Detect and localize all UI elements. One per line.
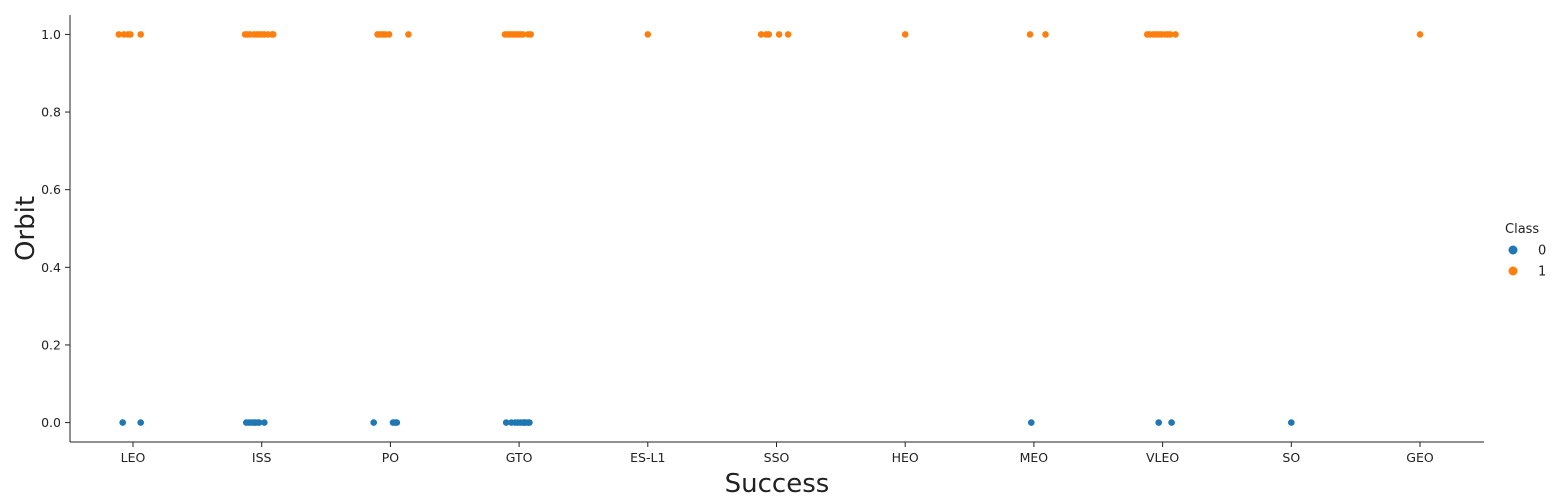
y-tick-label: 0.4 (41, 260, 61, 275)
legend-marker-0 (1508, 245, 1518, 255)
y-tick-label: 0.8 (41, 105, 61, 120)
x-tick-label-heo: HEO (892, 450, 919, 465)
legend-label-0: 0 (1538, 244, 1546, 259)
data-point-class-1 (137, 31, 144, 38)
x-axis-title: Success (725, 469, 830, 499)
data-point-class-1 (1167, 31, 1174, 38)
x-tick-label-vleo: VLEO (1146, 450, 1179, 465)
data-point-class-1 (405, 31, 412, 38)
y-axis-title: Orbit (11, 196, 41, 261)
data-point-class-1 (385, 31, 393, 38)
data-point-class-1 (115, 31, 123, 38)
data-point-class-0 (261, 419, 268, 426)
data-point-class-0 (1168, 419, 1175, 426)
data-point-class-1 (1172, 31, 1179, 38)
data-point-class-0 (370, 419, 378, 426)
legend: Class 01 (1505, 222, 1546, 280)
y-tick-label: 0.0 (41, 415, 61, 430)
y-tick-label: 0.2 (41, 337, 61, 352)
data-point-class-0 (502, 419, 510, 426)
data-point-class-0 (119, 419, 126, 426)
data-point-class-0 (1155, 419, 1162, 426)
data-point-class-1 (1026, 31, 1034, 38)
x-tick-label-es-l1: ES-L1 (630, 450, 665, 465)
axes-frame (69, 15, 1484, 443)
x-tick-label-sso: SSO (764, 450, 790, 465)
x-axis-ticks: LEO ISS PO GTO ES-L1 SSO HEO MEO VLEO SO GEO (121, 442, 1434, 465)
data-point-class-1 (1416, 31, 1424, 38)
x-tick-label-meo: MEO (1020, 450, 1049, 465)
legend-marker-1 (1508, 266, 1518, 276)
x-tick-label-leo: LEO (121, 450, 146, 465)
legend-entries: 01 (1508, 244, 1546, 280)
x-tick-label-iss: ISS (252, 450, 272, 465)
y-tick-label: 0.6 (41, 182, 61, 197)
data-point-class-1 (527, 31, 534, 38)
x-tick-label-gto: GTO (506, 450, 533, 465)
data-point-class-1 (644, 31, 652, 38)
data-point-class-0 (1288, 419, 1295, 426)
legend-title: Class (1505, 222, 1539, 237)
data-point-class-0 (526, 419, 533, 426)
data-point-class-1 (519, 31, 527, 38)
data-point-class-0 (393, 419, 401, 426)
data-point-class-0 (1028, 419, 1035, 426)
data-point-class-1 (765, 31, 773, 38)
x-tick-label-po: PO (382, 450, 400, 465)
data-point-class-0 (137, 419, 144, 426)
data-point-class-1 (270, 31, 277, 38)
x-tick-label-geo: GEO (1406, 450, 1434, 465)
data-point-class-1 (901, 31, 909, 38)
y-tick-label: 1.0 (41, 27, 61, 42)
y-axis-ticks: 0.0 0.2 0.4 0.6 0.8 1.0 (41, 27, 70, 430)
data-point-class-1 (127, 31, 134, 38)
x-tick-label-so: SO (1282, 450, 1300, 465)
data-point-class-1 (784, 31, 792, 38)
data-point-class-1 (757, 31, 765, 38)
data-points (115, 31, 1424, 426)
data-point-class-1 (1042, 31, 1049, 38)
data-point-class-0 (255, 419, 263, 426)
data-point-class-1 (775, 31, 783, 38)
legend-label-1: 1 (1538, 265, 1546, 280)
